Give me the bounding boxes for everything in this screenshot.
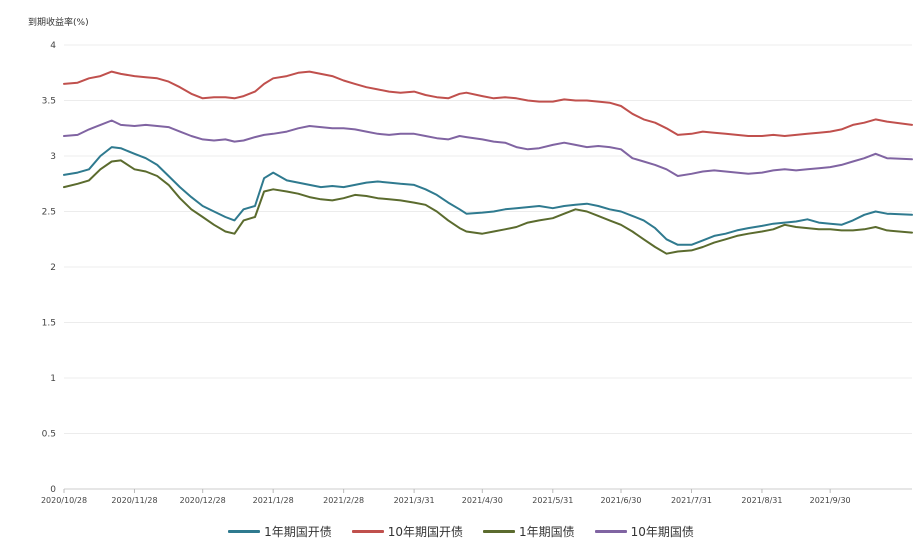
- y-tick-label: 4: [50, 41, 56, 51]
- legend-item-3[interactable]: 1年期国债: [483, 523, 575, 540]
- y-tick-label: 1: [50, 374, 56, 384]
- grid: [64, 44, 912, 490]
- legend-label: 10年期国开债: [387, 524, 463, 539]
- legend-swatch: [594, 529, 627, 533]
- legend-swatch: [228, 529, 261, 533]
- x-tick-label: 2020/10/28: [41, 496, 87, 505]
- x-tick-label: 2021/9/30: [810, 496, 851, 505]
- x-tick-label: 2021/4/30: [462, 496, 503, 505]
- y-tick-label: 3: [50, 152, 56, 162]
- legend-item-1[interactable]: 1年期国开债: [228, 523, 332, 540]
- legend-item-2[interactable]: 10年期国开债: [351, 523, 463, 540]
- y-axis: 0 0.5 1 1.5 2 2.5 3 3.5 4: [42, 41, 57, 495]
- y-tick-label: 2.5: [42, 208, 56, 218]
- x-tick-label: 2020/12/28: [180, 496, 226, 505]
- y-tick-label: 0.5: [42, 430, 56, 440]
- x-tick-label: 2021/1/28: [253, 496, 294, 505]
- x-tick-label: 2021/3/31: [394, 496, 435, 505]
- series-line-1: [63, 146, 913, 246]
- legend-label: 10年期国债: [630, 524, 694, 539]
- series-line-2: [63, 70, 913, 137]
- chart-legend: 1年期国开债 10年期国开债 1年期国债 10年期国债: [0, 521, 922, 541]
- legend-item-4[interactable]: 10年期国债: [594, 523, 694, 540]
- series-line-3: [63, 159, 913, 255]
- x-tick-label: 2021/6/30: [600, 496, 641, 505]
- y-tick-label: 1.5: [42, 319, 56, 329]
- x-tick-label: 2021/7/31: [671, 496, 712, 505]
- y-tick-label: 0: [50, 485, 56, 495]
- legend-swatch: [351, 529, 384, 533]
- series-line-4: [63, 119, 913, 177]
- x-axis: 2020/10/28 2020/11/28 2020/12/28 2021/1/28 2…: [41, 489, 851, 505]
- legend-label: 1年期国债: [519, 524, 575, 539]
- series-lines: [63, 70, 913, 255]
- legend-swatch: [483, 529, 515, 533]
- x-tick-label: 2021/2/28: [323, 496, 364, 505]
- legend-label: 1年期国开债: [264, 524, 332, 539]
- x-tick-label: 2021/8/31: [741, 496, 782, 505]
- x-tick-label: 2020/11/28: [111, 496, 157, 505]
- yield-line-chart: 00.511.522.533.54 2020/10/28 2020/11/28 20…: [41, 41, 913, 505]
- x-tick-label: 2021/5/31: [532, 496, 573, 505]
- y-tick-label: 3.5: [42, 97, 56, 107]
- y-axis-title: 到期收益率(%): [28, 18, 89, 28]
- y-tick-label: 2: [50, 263, 56, 273]
